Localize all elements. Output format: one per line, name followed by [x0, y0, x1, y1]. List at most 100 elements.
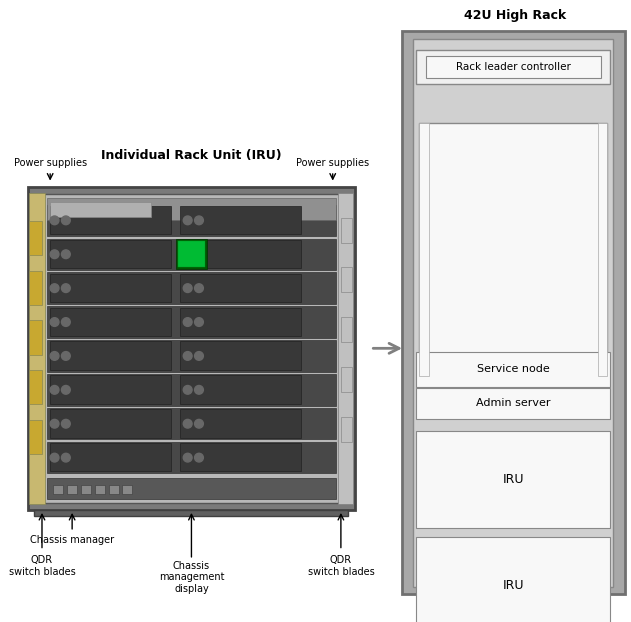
Text: QDR
switch blades: QDR switch blades: [307, 555, 374, 577]
Bar: [416, 352, 610, 386]
Bar: [53, 485, 63, 494]
Circle shape: [50, 250, 59, 259]
Bar: [338, 193, 353, 504]
Bar: [180, 308, 302, 336]
Circle shape: [194, 318, 203, 327]
Circle shape: [194, 386, 203, 394]
Bar: [47, 442, 336, 473]
Bar: [50, 409, 172, 438]
Bar: [50, 202, 151, 217]
Bar: [420, 123, 429, 376]
Bar: [28, 187, 355, 510]
Bar: [180, 206, 302, 234]
Text: Chassis
management
display: Chassis management display: [158, 560, 224, 594]
Bar: [420, 123, 607, 376]
Circle shape: [183, 216, 192, 225]
Bar: [341, 417, 352, 442]
Circle shape: [194, 284, 203, 292]
Circle shape: [50, 318, 59, 327]
Bar: [109, 485, 119, 494]
Text: Rack leader controller: Rack leader controller: [456, 62, 570, 72]
Circle shape: [183, 284, 192, 292]
Circle shape: [61, 419, 70, 428]
Bar: [47, 374, 336, 406]
Circle shape: [194, 453, 203, 462]
Text: IRU: IRU: [502, 578, 524, 592]
Bar: [35, 510, 348, 516]
Text: 42U High Rack: 42U High Rack: [464, 9, 566, 22]
Circle shape: [194, 250, 203, 259]
Bar: [47, 198, 336, 220]
Circle shape: [50, 351, 59, 360]
Circle shape: [61, 351, 70, 360]
Circle shape: [50, 453, 59, 462]
Circle shape: [183, 318, 192, 327]
Bar: [50, 443, 172, 471]
Bar: [81, 485, 91, 494]
Bar: [177, 241, 205, 267]
Bar: [50, 308, 172, 336]
Circle shape: [61, 216, 70, 225]
Bar: [50, 206, 172, 234]
Circle shape: [183, 351, 192, 360]
Bar: [50, 341, 172, 369]
Bar: [47, 238, 336, 270]
Bar: [30, 420, 42, 454]
Circle shape: [194, 216, 203, 225]
Bar: [180, 341, 302, 369]
Bar: [341, 267, 352, 292]
Bar: [416, 50, 610, 84]
Bar: [30, 221, 42, 255]
Circle shape: [194, 419, 203, 428]
Text: IRU: IRU: [502, 473, 524, 486]
Bar: [47, 340, 336, 372]
Bar: [413, 39, 613, 587]
Bar: [50, 239, 172, 268]
Circle shape: [61, 250, 70, 259]
Text: Chassis manager: Chassis manager: [30, 535, 114, 545]
Text: Power supplies: Power supplies: [296, 158, 369, 168]
Bar: [180, 443, 302, 471]
Bar: [30, 320, 42, 355]
Bar: [122, 485, 133, 494]
Text: Service node: Service node: [477, 364, 550, 374]
Text: Individual Rack Unit (IRU): Individual Rack Unit (IRU): [101, 149, 282, 162]
Bar: [598, 123, 607, 376]
Bar: [180, 239, 302, 268]
Bar: [30, 370, 42, 404]
Circle shape: [50, 386, 59, 394]
Circle shape: [61, 318, 70, 327]
Bar: [50, 274, 172, 302]
Bar: [47, 478, 336, 499]
Circle shape: [183, 419, 192, 428]
Circle shape: [183, 453, 192, 462]
Circle shape: [50, 216, 59, 225]
Bar: [50, 376, 172, 404]
Bar: [176, 239, 207, 269]
Bar: [416, 388, 610, 419]
Bar: [402, 31, 625, 594]
Bar: [180, 274, 302, 302]
Bar: [47, 205, 336, 236]
Bar: [47, 408, 336, 439]
Bar: [47, 307, 336, 338]
Bar: [341, 317, 352, 342]
Circle shape: [61, 284, 70, 292]
Text: QDR
switch blades: QDR switch blades: [9, 555, 75, 577]
Bar: [426, 56, 601, 78]
Circle shape: [183, 250, 192, 259]
Circle shape: [183, 386, 192, 394]
Bar: [67, 485, 77, 494]
Bar: [416, 431, 610, 527]
Bar: [95, 485, 105, 494]
Circle shape: [50, 419, 59, 428]
Bar: [341, 367, 352, 392]
Bar: [341, 218, 352, 243]
Bar: [180, 376, 302, 404]
Circle shape: [61, 386, 70, 394]
Bar: [30, 271, 42, 305]
Circle shape: [50, 284, 59, 292]
Text: Power supplies: Power supplies: [14, 158, 86, 168]
Circle shape: [61, 453, 70, 462]
Circle shape: [194, 351, 203, 360]
